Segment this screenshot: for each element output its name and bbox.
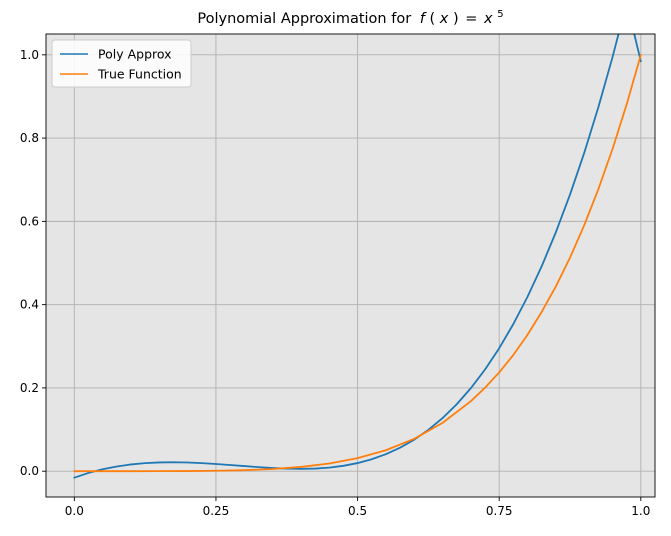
chart-title-math-x-arg: x <box>439 11 449 27</box>
chart-title-text: Polynomial Approximation for <box>197 11 411 27</box>
x-tick-label-2: 0.5 <box>348 504 367 518</box>
x-tick-label-4: 1.0 <box>631 504 650 518</box>
y-tick-label-1: 0.2 <box>20 381 39 395</box>
series-line-true-function <box>73 53 642 473</box>
plot-frame <box>45 33 656 498</box>
y-tick-label-4: 0.8 <box>20 131 39 145</box>
chart-title: Polynomial Approximation for f ( x ) = x… <box>197 9 503 27</box>
legend-box <box>51 39 192 88</box>
chart-title-math-close-paren: ) <box>453 11 459 27</box>
tick-layer: 0.0 0.25 0.5 0.75 1.0 0.0 0.2 0.4 0.6 0.8 1.0 <box>20 48 650 518</box>
series-line-poly-approx <box>73 34 642 479</box>
chart-title-math-exponent: 5 <box>497 9 503 20</box>
chart-title-math-f: f <box>420 11 427 27</box>
legend-label-true-function: True Function <box>97 67 182 82</box>
x-tick-label-1: 0.25 <box>203 504 230 518</box>
chart-title-math-base: x <box>483 11 493 27</box>
y-tick-label-5: 1.0 <box>20 48 39 62</box>
series-layer <box>73 34 642 479</box>
plot-area <box>46 34 655 497</box>
x-tick-label-0: 0.0 <box>65 504 84 518</box>
chart-title-math-equals: = <box>465 11 477 27</box>
y-tick-label-0: 0.0 <box>20 464 39 478</box>
x-tick-label-3: 0.75 <box>486 504 513 518</box>
y-tick-label-3: 0.6 <box>20 214 39 228</box>
grid-layer <box>46 34 655 497</box>
chart-title-math-open-paren: ( <box>430 11 436 27</box>
legend: Poly Approx True Function <box>51 39 192 88</box>
y-tick-label-2: 0.4 <box>20 298 39 312</box>
legend-label-poly-approx: Poly Approx <box>98 47 172 62</box>
